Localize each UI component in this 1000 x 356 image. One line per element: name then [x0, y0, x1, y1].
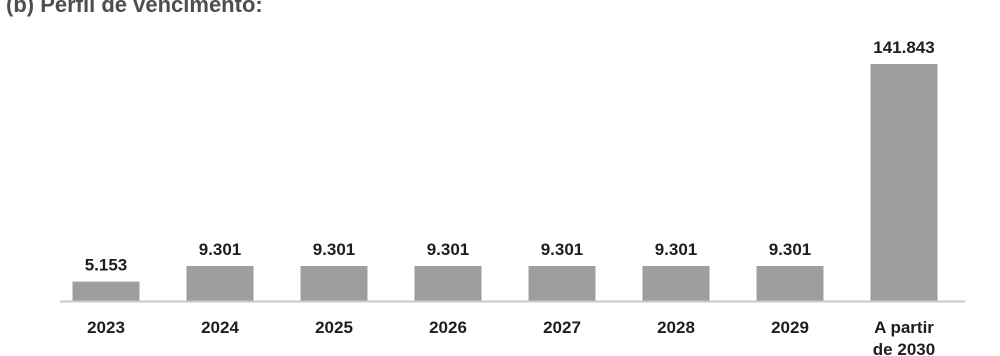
x-tick-label: 2029 — [771, 318, 809, 337]
x-tick-label: 2028 — [657, 318, 695, 337]
x-tick-label: 2024 — [201, 318, 239, 337]
x-tick-label: 2026 — [429, 318, 467, 337]
value-label: 5.153 — [85, 256, 128, 275]
value-label: 141.843 — [873, 38, 934, 57]
bar-2025 — [301, 266, 368, 301]
value-label: 9.301 — [199, 240, 242, 259]
bar-2027 — [529, 266, 596, 301]
x-tick-label: 2023 — [87, 318, 125, 337]
value-labels-layer: 5.153 9.301 9.301 9.301 9.301 9.301 9.301 141.8… — [85, 38, 935, 275]
bar-2024 — [187, 266, 254, 301]
x-tick-label: 2025 — [315, 318, 353, 337]
bars-layer — [73, 64, 938, 301]
bar-a-partir-de-2030 — [871, 64, 938, 301]
bar-2023 — [73, 282, 140, 301]
x-tick-label: A partir de 2030 — [873, 318, 935, 356]
value-label: 9.301 — [769, 240, 812, 259]
x-tick-label: 2027 — [543, 318, 581, 337]
bar-2026 — [415, 266, 482, 301]
bar-2028 — [643, 266, 710, 301]
x-tick-labels-layer: 2023 2024 2025 2026 2027 2028 2029 A partir de 2… — [87, 318, 935, 356]
value-label: 9.301 — [313, 240, 356, 259]
value-label: 9.301 — [541, 240, 584, 259]
bar-2029 — [757, 266, 824, 301]
value-label: 9.301 — [655, 240, 698, 259]
value-label: 9.301 — [427, 240, 470, 259]
